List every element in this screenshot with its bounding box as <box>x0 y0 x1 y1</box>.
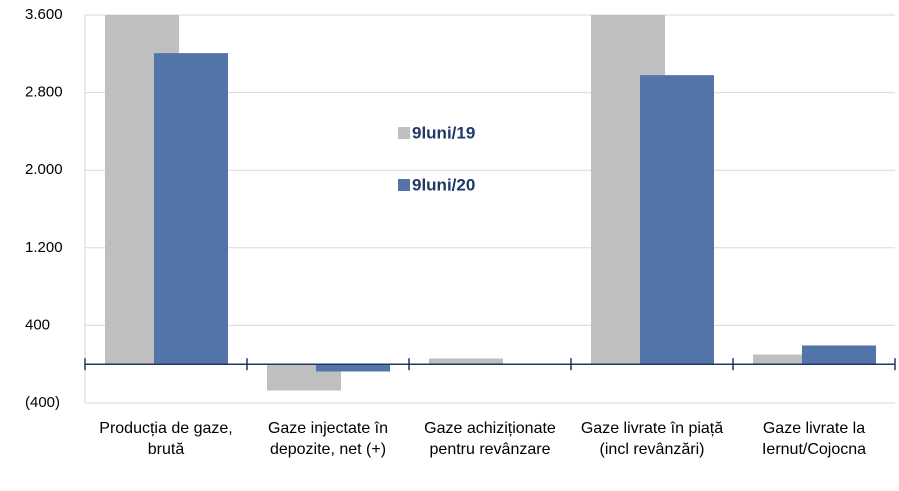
x-tick-label: Gaze livrate la Iernut/Cojocna <box>761 420 867 458</box>
bar <box>640 75 714 365</box>
legend-swatch <box>398 127 410 139</box>
x-tick-label: Gaze livrate în piață (incl revânzări) <box>580 420 724 458</box>
y-tick-label: 3.600 <box>25 6 63 23</box>
legend-label: 9luni/20 <box>412 175 475 194</box>
bars <box>105 15 876 391</box>
y-tick-label: 2.800 <box>25 84 63 101</box>
y-tick-label: 2.000 <box>25 161 63 178</box>
bar <box>753 354 827 365</box>
bar <box>429 358 503 365</box>
y-tick-label: 400 <box>25 316 50 333</box>
bar <box>316 364 390 372</box>
x-tick-label: Producția de gaze, brută <box>99 420 233 458</box>
bar <box>802 345 876 365</box>
x-tick-label: Gaze injectate în depozite, net (+) <box>267 420 389 458</box>
x-tick-label: Gaze achiziționate pentru revânzare <box>424 420 556 458</box>
bar <box>154 53 228 365</box>
y-tick-label: (400) <box>25 394 60 411</box>
legend-label: 9luni/19 <box>412 123 475 142</box>
legend-swatch <box>398 179 410 191</box>
y-tick-label: 1.200 <box>25 239 63 256</box>
